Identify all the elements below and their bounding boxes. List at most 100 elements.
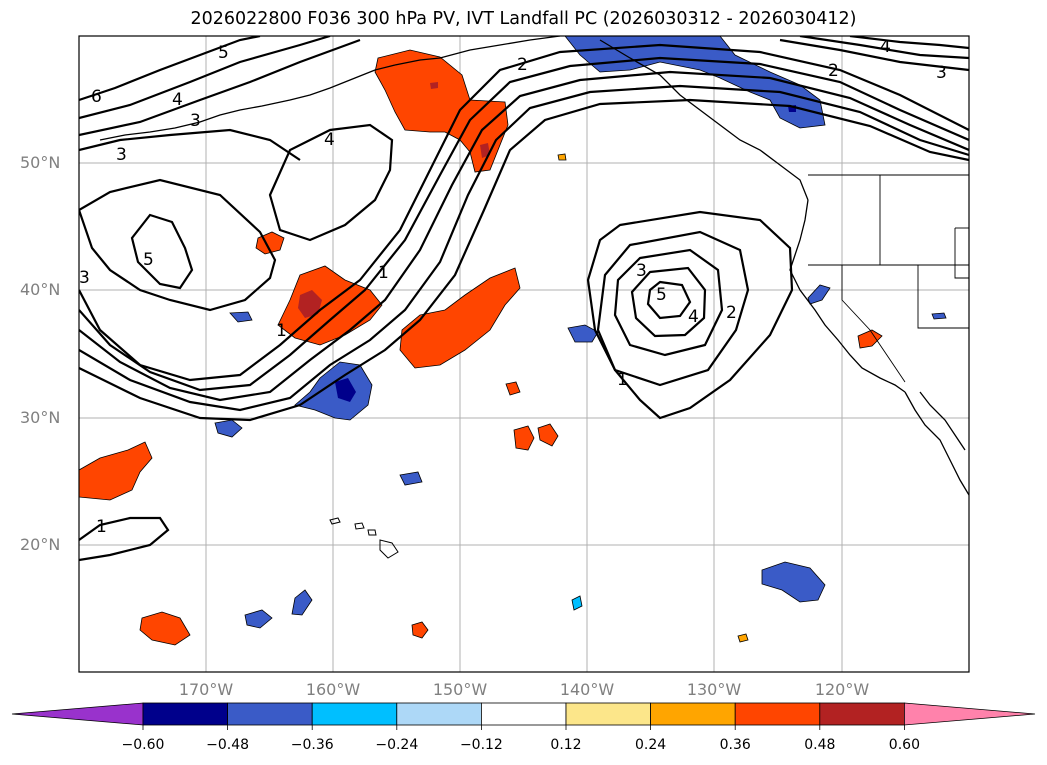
state-boundaries bbox=[808, 174, 969, 383]
anomaly-blob-tiny-blue-2 bbox=[571, 595, 583, 611]
contour-label: 4 bbox=[172, 90, 183, 110]
contour-ne-2 bbox=[779, 38, 969, 72]
anomaly-blob-tiny-1 bbox=[505, 381, 521, 396]
contour-low-3 bbox=[613, 248, 724, 357]
anomaly-blob-tiny-3 bbox=[557, 153, 567, 161]
contour-label: 4 bbox=[324, 130, 335, 150]
anomaly-blob-west-edge bbox=[79, 441, 153, 501]
contour-4-north bbox=[268, 123, 394, 242]
contour-big-2 bbox=[79, 56, 969, 392]
lat-label: 40°N bbox=[20, 280, 61, 299]
colorbar-segment bbox=[227, 702, 313, 726]
contour-4-west bbox=[79, 178, 277, 312]
colorbar-tick-label: −0.48 bbox=[206, 737, 250, 753]
contour-label: 2 bbox=[828, 61, 839, 81]
colorbar-tick-label: −0.60 bbox=[121, 737, 165, 753]
map-frame bbox=[78, 35, 970, 673]
lat-label: 20°N bbox=[20, 535, 61, 554]
lon-label: 160°W bbox=[305, 680, 361, 699]
colorbar bbox=[11, 702, 1036, 730]
lon-label: 130°W bbox=[686, 680, 742, 699]
anomaly-blob-tiny-2 bbox=[737, 633, 749, 643]
contour-label: 3 bbox=[79, 268, 90, 288]
colorbar-extend-right bbox=[904, 702, 1036, 726]
anomaly-blob-small-west bbox=[229, 311, 253, 323]
anomaly-blob-bc-coast bbox=[564, 36, 826, 129]
anomaly-blob-small-3 bbox=[399, 471, 423, 486]
contour-big-4 bbox=[79, 84, 969, 412]
anomaly-blob-central bbox=[399, 267, 521, 369]
lon-label: 120°W bbox=[814, 680, 870, 699]
contour-label: 2 bbox=[517, 55, 528, 75]
contour-5-north bbox=[79, 36, 331, 120]
contour-low-1 bbox=[586, 210, 794, 420]
anomaly-blob-south bbox=[139, 611, 191, 646]
coastline-west-us bbox=[789, 199, 906, 393]
contour-label: 4 bbox=[880, 37, 891, 57]
coastline-alaska-peninsula bbox=[99, 64, 396, 141]
map-title: 2026022800 F036 300 hPa PV, IVT Landfall… bbox=[190, 9, 857, 29]
colorbar-ticks bbox=[142, 725, 905, 730]
colorbar-segment bbox=[650, 702, 736, 726]
colorbar-segment bbox=[480, 702, 567, 726]
anomaly-blob-small-6 bbox=[291, 589, 313, 616]
colorbar-tick-label: 0.36 bbox=[719, 737, 751, 753]
anomaly-blob-small-2 bbox=[214, 419, 243, 438]
contour-big-5 bbox=[79, 98, 969, 422]
colorbar-segment bbox=[142, 702, 228, 726]
contour-label: 3 bbox=[936, 63, 947, 83]
colorbar-segment bbox=[311, 702, 398, 726]
colorbar-tick-label: −0.12 bbox=[459, 737, 503, 753]
anomaly-blob-pair-a bbox=[513, 425, 535, 451]
colorbar-extend-left bbox=[11, 702, 144, 726]
anomaly-blob-pair-b bbox=[537, 423, 559, 447]
contour-label: 2 bbox=[726, 303, 737, 323]
anomaly-blob-tiny-blue bbox=[931, 312, 947, 320]
contour-6 bbox=[79, 36, 261, 102]
contour-big-3 bbox=[79, 70, 969, 402]
colorbar-tick-label: 0.12 bbox=[550, 737, 582, 753]
contour-label: 6 bbox=[91, 87, 102, 107]
contour-5-west bbox=[130, 213, 194, 290]
colorbar-tick-label: 0.48 bbox=[804, 737, 836, 753]
anomaly-blob-central-south bbox=[294, 361, 373, 421]
lat-label: 30°N bbox=[20, 408, 61, 427]
pv-contours bbox=[79, 36, 969, 562]
colorbar-tick-label: 0.60 bbox=[888, 737, 920, 753]
contour-label: 3 bbox=[190, 111, 201, 131]
anomaly-blob-small-4 bbox=[567, 324, 599, 343]
map-panel bbox=[79, 36, 969, 672]
anomaly-blob-south-2 bbox=[411, 621, 429, 639]
colorbar-segment bbox=[734, 702, 821, 726]
contour-low-2 bbox=[596, 230, 750, 387]
anomaly-blob-southeast bbox=[761, 561, 826, 603]
contour-low-5 bbox=[646, 280, 692, 320]
negative-anomaly-regions bbox=[214, 36, 947, 629]
anomaly-blob-small-5 bbox=[244, 609, 273, 629]
contour-big-1 bbox=[79, 43, 969, 382]
coastline-alaska-gulf bbox=[394, 36, 561, 66]
contour-label: 3 bbox=[116, 145, 127, 165]
contour-4-north-2 bbox=[79, 38, 361, 137]
contour-ne-3 bbox=[799, 36, 969, 60]
coastline-baja bbox=[904, 391, 969, 496]
lon-label: 150°W bbox=[432, 680, 488, 699]
contour-label: 1 bbox=[378, 263, 389, 283]
lon-label: 170°W bbox=[178, 680, 234, 699]
contour-low-4 bbox=[630, 266, 707, 338]
contour-1-southwest bbox=[79, 516, 170, 562]
coastline-bc-panhandle bbox=[599, 39, 809, 201]
contour-label: 4 bbox=[688, 307, 699, 327]
colorbar-tick-label: −0.24 bbox=[375, 737, 419, 753]
contour-label: 5 bbox=[143, 250, 154, 270]
colorbar-tick-label: −0.36 bbox=[290, 737, 334, 753]
contour-label: 1 bbox=[617, 370, 628, 390]
lon-label: 140°W bbox=[559, 680, 615, 699]
contour-ne-4 bbox=[849, 36, 969, 50]
contour-labels: 6 5 4 3 3 5 4 3 1 1 2 4 2 3 3 5 4 2 1 1 bbox=[79, 37, 947, 537]
contour-label: 3 bbox=[636, 261, 647, 281]
coastline-baja-inner bbox=[919, 391, 966, 451]
colorbar-segment bbox=[819, 702, 905, 726]
gridlines bbox=[79, 36, 969, 672]
